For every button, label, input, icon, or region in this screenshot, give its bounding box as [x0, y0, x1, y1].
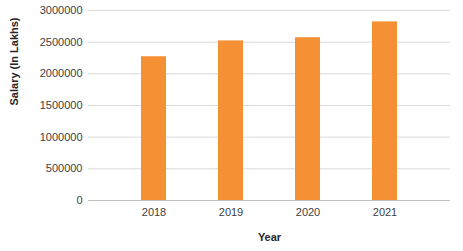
- svg-text:Salary (In Lakhs): Salary (In Lakhs): [8, 17, 20, 105]
- svg-text:1000000: 1000000: [40, 131, 83, 143]
- svg-text:2000000: 2000000: [40, 67, 83, 79]
- svg-text:2018: 2018: [142, 206, 166, 218]
- svg-text:2500000: 2500000: [40, 36, 83, 48]
- svg-text:3000000: 3000000: [40, 4, 83, 16]
- svg-text:2021: 2021: [373, 206, 397, 218]
- svg-text:500000: 500000: [46, 162, 83, 174]
- svg-text:2019: 2019: [219, 206, 243, 218]
- svg-text:1500000: 1500000: [40, 99, 83, 111]
- svg-text:Year: Year: [258, 231, 282, 243]
- svg-text:0: 0: [76, 194, 82, 206]
- svg-text:2020: 2020: [296, 206, 320, 218]
